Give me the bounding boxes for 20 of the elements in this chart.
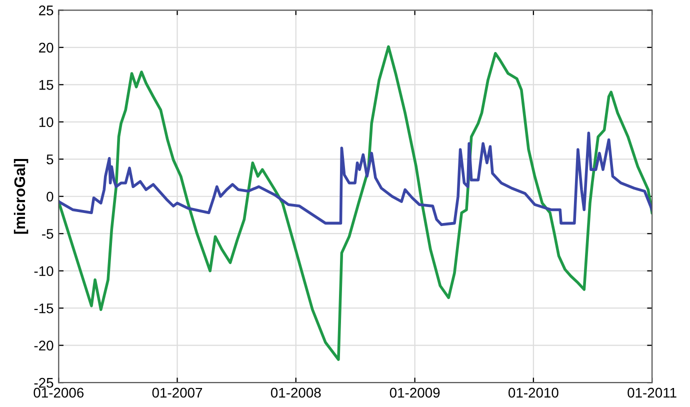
y-axis-title: [microGal] [14,159,28,234]
x-tick-label: 01-2010 [508,388,558,398]
x-tick-label: 01-2006 [34,388,84,398]
line-series [58,45,652,361]
y-tick-label: -20 [34,340,54,351]
y-tick-label: 0 [46,192,54,202]
x-tick-label: 01-2007 [152,388,202,398]
y-tick-label: 5 [46,154,54,164]
y-tick-label: -25 [34,378,54,388]
line-series [58,132,652,226]
y-tick-label: 15 [39,80,54,90]
y-tick-label: 25 [39,6,54,16]
x-tick-label: 01-2011 [628,388,676,398]
y-tick-label: -10 [34,266,54,276]
y-tick-label: -15 [34,304,54,314]
y-tick-label: 10 [39,117,54,128]
x-tick-label: 01-2009 [390,388,440,398]
y-tick-label: -5 [42,229,54,239]
y-tick-label: 20 [39,42,54,53]
x-tick-label: 01-2008 [270,388,321,398]
